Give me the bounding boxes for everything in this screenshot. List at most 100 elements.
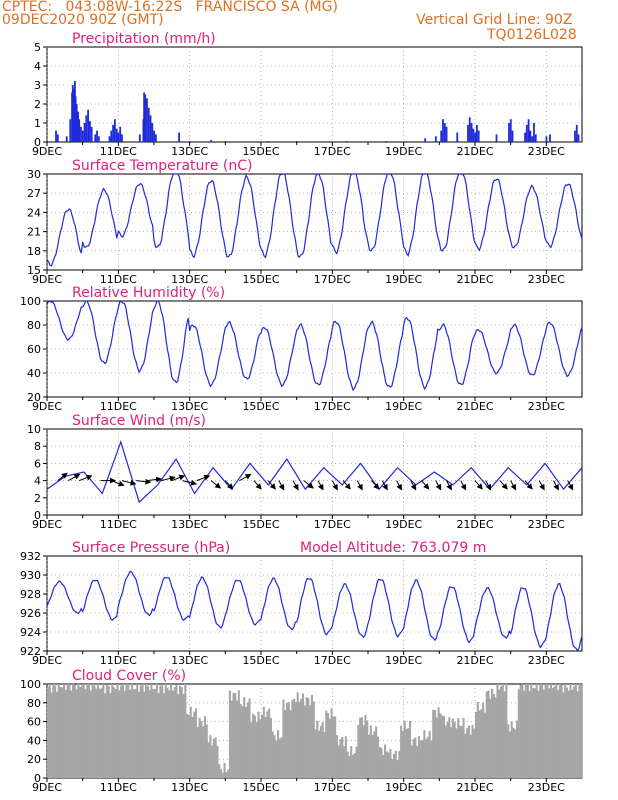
cloud-bar bbox=[471, 725, 474, 778]
wind-arrow bbox=[474, 480, 483, 490]
cloud-xtick-label: 23DEC bbox=[528, 781, 565, 794]
cloud-bar bbox=[111, 684, 114, 778]
cloud-bar bbox=[558, 684, 561, 778]
cloud-bar bbox=[166, 687, 169, 778]
cloud-bar bbox=[91, 684, 94, 778]
wind-ytick-label: 0 bbox=[34, 509, 41, 522]
cloud-bar bbox=[492, 693, 495, 778]
cloud-bar bbox=[205, 724, 208, 778]
cloud-bar bbox=[161, 685, 164, 778]
precip-xtick-label: 23DEC bbox=[528, 145, 565, 158]
wind-arrow bbox=[510, 480, 517, 491]
cloud-bar bbox=[89, 690, 92, 778]
precip-bar bbox=[467, 124, 469, 142]
cloud-bar bbox=[100, 688, 103, 778]
cloud-bar bbox=[136, 684, 139, 778]
precip-bar bbox=[549, 134, 551, 142]
cloud-bar bbox=[437, 707, 440, 778]
cloud-bar bbox=[439, 713, 442, 778]
wind-arrow bbox=[292, 480, 299, 491]
cloud-bar bbox=[532, 688, 535, 778]
cloud-bar bbox=[287, 701, 290, 778]
wind-arrow bbox=[538, 480, 545, 491]
cloud-bar bbox=[112, 687, 116, 778]
cloud-bar bbox=[300, 698, 303, 778]
wind-arrow bbox=[371, 480, 380, 490]
cloud-bar bbox=[77, 684, 80, 778]
precip-bar bbox=[78, 119, 81, 142]
rh-series-line bbox=[46, 300, 583, 392]
cloud-bar bbox=[214, 737, 217, 778]
precip-bar bbox=[443, 123, 446, 142]
pressure-title: Surface Pressure (hPa) bbox=[72, 540, 230, 556]
cloud-bar bbox=[405, 728, 408, 778]
cloud-bar bbox=[218, 764, 221, 778]
cloud-bar bbox=[239, 703, 242, 778]
cloud-bar bbox=[335, 735, 338, 778]
cloud-bar bbox=[129, 689, 132, 778]
cloud-bar bbox=[168, 690, 171, 778]
cloud-bar bbox=[353, 753, 356, 778]
temp-xtick-label: 15DEC bbox=[242, 273, 279, 286]
pressure-xtick-label: 9DEC bbox=[32, 654, 62, 667]
cloud-bar bbox=[378, 746, 381, 778]
precip-bar bbox=[85, 115, 88, 142]
cloud-bar bbox=[269, 717, 272, 778]
wind-arrow bbox=[267, 480, 276, 490]
wind-arrow bbox=[68, 473, 81, 482]
temp-xtick-label: 19DEC bbox=[385, 273, 422, 286]
precip-ytick-label: 5 bbox=[34, 41, 41, 54]
cloud-title: Cloud Cover (%) bbox=[72, 668, 186, 684]
cloud-bar bbox=[398, 750, 401, 778]
precip-bar bbox=[385, 141, 387, 142]
cloud-bar bbox=[505, 684, 508, 778]
cloud-bar bbox=[483, 712, 486, 778]
cloud-bar bbox=[266, 711, 269, 778]
cloud-bar bbox=[517, 689, 520, 778]
cloud-bar bbox=[107, 685, 110, 778]
cloud-bar bbox=[487, 690, 490, 778]
cloud-bar bbox=[339, 739, 342, 778]
wind-xtick-label: 13DEC bbox=[171, 518, 208, 531]
cloud-bar bbox=[319, 726, 322, 778]
cloud-bar bbox=[182, 693, 185, 778]
pressure-ytick-label: 926 bbox=[20, 607, 41, 620]
cloud-bar bbox=[48, 684, 51, 778]
precip-bar bbox=[224, 141, 227, 142]
cloud-bar bbox=[278, 738, 281, 778]
cloud-bar bbox=[417, 736, 421, 778]
precip-bar bbox=[442, 119, 444, 142]
wind-xtick-label: 21DEC bbox=[456, 518, 493, 531]
cloud-bar bbox=[462, 718, 465, 778]
wind-arrow bbox=[421, 480, 430, 490]
wind-xtick-label: 23DEC bbox=[528, 518, 565, 531]
cloud-bar bbox=[435, 717, 438, 778]
precip-bar bbox=[445, 126, 448, 142]
precip-bar bbox=[138, 134, 141, 142]
cloud-bar bbox=[551, 688, 554, 778]
precip-bar bbox=[96, 130, 98, 142]
cloud-bar bbox=[171, 690, 174, 778]
precip-bar bbox=[97, 136, 100, 142]
cloud-bar bbox=[325, 710, 328, 778]
cloud-bar bbox=[257, 711, 260, 778]
cloud-ytick-label: 40 bbox=[27, 734, 41, 747]
cloud-bar bbox=[371, 734, 374, 778]
wind-ytick-label: 6 bbox=[34, 457, 41, 470]
cloud-xtick-label: 15DEC bbox=[242, 781, 279, 794]
pressure-ytick-label: 928 bbox=[20, 588, 41, 601]
cloud-bar bbox=[535, 684, 538, 778]
cloud-bar bbox=[524, 684, 528, 778]
precip-bar bbox=[456, 132, 459, 142]
cloud-bar bbox=[248, 698, 251, 778]
cloud-bar bbox=[193, 711, 196, 778]
precip-bar bbox=[75, 104, 78, 142]
cloud-bar bbox=[375, 726, 378, 778]
model-altitude-label: Model Altitude: 763.079 m bbox=[300, 540, 486, 556]
cloud-bar bbox=[236, 700, 239, 778]
cloud-bar bbox=[578, 684, 581, 778]
cloud-bar bbox=[491, 688, 494, 778]
cloud-bar bbox=[302, 693, 305, 778]
cloud-bar bbox=[442, 715, 445, 778]
wind-ytick-label: 10 bbox=[27, 423, 41, 436]
